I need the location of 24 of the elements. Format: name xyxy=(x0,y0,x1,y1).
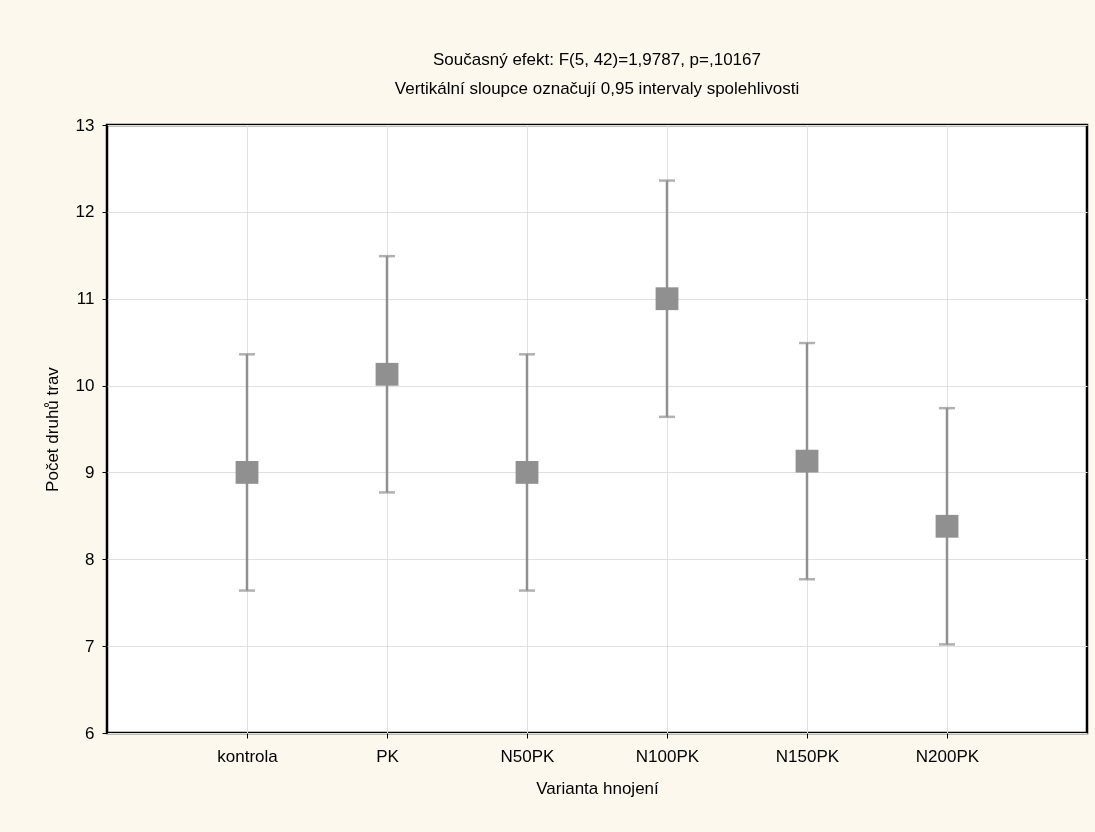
x-tick-label: PK xyxy=(376,746,400,766)
y-tick-label: 7 xyxy=(85,636,95,656)
x-tick-label: N50PK xyxy=(500,746,556,766)
point xyxy=(235,461,259,484)
point xyxy=(795,449,819,473)
point xyxy=(375,362,399,386)
x-tick-label: N200PK xyxy=(915,746,980,766)
y-tick-label: 11 xyxy=(76,289,95,309)
x-tick-label: kontrola xyxy=(217,746,279,766)
y-tick-label: 9 xyxy=(85,462,95,482)
x-axis-title: Varianta hnojení xyxy=(536,778,660,798)
x-tick-label: N100PK xyxy=(635,746,700,766)
point xyxy=(935,514,959,538)
y-tick-label: 10 xyxy=(75,376,95,396)
chart-subtitle: Vertikální sloupce označují 0,95 intervaly spolehlivosti xyxy=(394,79,800,98)
y-tick-label: 13 xyxy=(75,115,95,135)
y-tick-label: 8 xyxy=(85,549,95,569)
point xyxy=(655,287,679,311)
y-tick-label: 12 xyxy=(75,202,95,222)
chart-title: Současný efekt: F(5, 42)=1,9787, p=,10167 xyxy=(433,50,761,69)
point xyxy=(515,461,539,484)
x-tick-label: N150PK xyxy=(775,746,840,766)
y-tick-label: 6 xyxy=(85,723,95,743)
y-axis-title: Počet druhů trav xyxy=(42,366,62,492)
